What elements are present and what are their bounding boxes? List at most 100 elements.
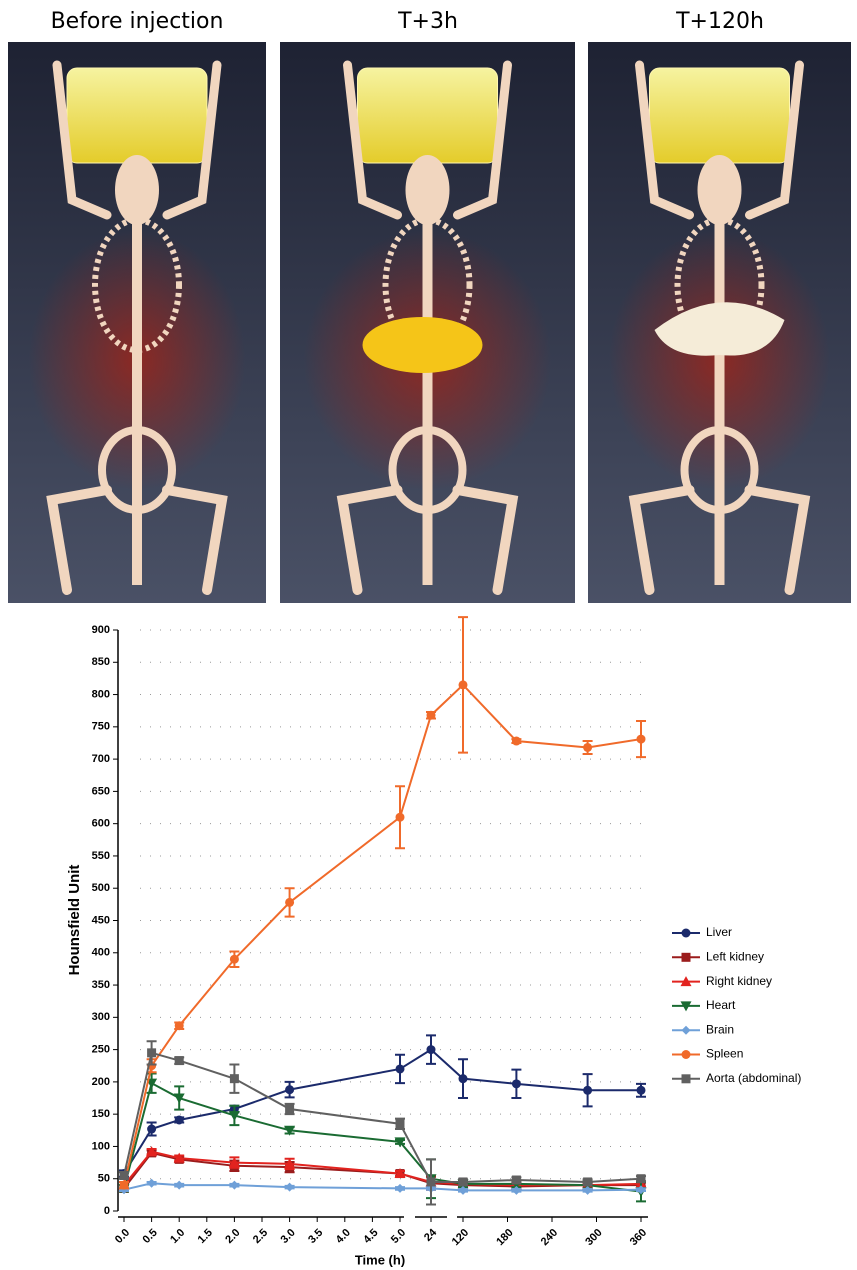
ribcage: [382, 217, 473, 353]
pelvis: [388, 426, 467, 514]
y-tick-label: 350: [92, 979, 110, 991]
marker: [229, 1180, 239, 1190]
marker: [285, 1104, 295, 1114]
y-tick-label: 750: [92, 721, 110, 733]
x-tick-label: 4.0: [334, 1227, 353, 1246]
marker: [147, 1048, 157, 1058]
chart: Hounsfield Unit Time (h) 0 50 100 150 200 250…: [66, 616, 801, 1267]
legend-label: Right kidney: [706, 974, 772, 988]
ct-image: [8, 42, 266, 603]
y-tick-label: 400: [92, 947, 110, 959]
marker: [511, 736, 521, 746]
arms: [343, 60, 512, 220]
legend-marker: [681, 952, 691, 962]
y-tick-label: 100: [92, 1140, 110, 1152]
x-tick-label: 2.0: [223, 1227, 242, 1246]
marker: [583, 1085, 593, 1095]
y-tick-label: 900: [92, 624, 110, 636]
y-tick-label: 300: [92, 1011, 110, 1023]
marker: [583, 1177, 593, 1187]
series-line: [123, 683, 642, 1186]
y-tick-label: 700: [92, 753, 110, 765]
legend-label: Brain: [706, 1022, 734, 1036]
x-tick-label: 5.0: [389, 1227, 408, 1246]
legend-label: Aorta (abdominal): [706, 1071, 801, 1085]
marker: [147, 1124, 157, 1134]
series: [119, 1034, 646, 1179]
skull: [697, 155, 742, 225]
marker: [458, 680, 468, 690]
y-tick-label: 250: [92, 1044, 110, 1056]
marker: [395, 1119, 405, 1129]
marker: [458, 1185, 468, 1195]
marker: [285, 897, 295, 907]
arms: [52, 60, 222, 220]
y-tick-label: 550: [92, 850, 110, 862]
x-tick-label: 3.0: [278, 1227, 297, 1246]
marker: [285, 1182, 295, 1192]
x-tick-label: 120: [450, 1227, 471, 1248]
x-tick-label: 24: [422, 1226, 440, 1244]
series: [119, 1148, 646, 1193]
x-tick-label: 0.5: [140, 1227, 159, 1246]
legs: [628, 485, 811, 595]
marker: [228, 1110, 240, 1121]
marker: [458, 1177, 468, 1187]
series-line: [123, 1150, 642, 1187]
marker: [284, 1158, 296, 1169]
arms: [635, 60, 804, 220]
y-tick-label: 150: [92, 1108, 110, 1120]
series-line: [123, 1081, 642, 1193]
x-tick-label: 0.0: [113, 1227, 132, 1246]
legend-marker: [681, 1025, 691, 1035]
y-tick-label: 600: [92, 818, 110, 830]
y-tick-label: 850: [92, 656, 110, 668]
y-tick-label: 200: [92, 1076, 110, 1088]
series: [119, 616, 646, 1190]
marker: [119, 1180, 129, 1190]
marker: [511, 1079, 521, 1089]
legend-label: Liver: [706, 925, 732, 939]
legs: [336, 485, 519, 595]
marker: [395, 1064, 405, 1074]
skull: [115, 155, 159, 225]
marker: [395, 1183, 405, 1193]
marker: [174, 1180, 184, 1190]
skull: [405, 155, 450, 225]
legend-marker: [680, 976, 692, 987]
y-tick-label: 450: [92, 914, 110, 926]
holder: [66, 67, 208, 164]
marker: [229, 954, 239, 964]
panel-title: T+120h: [675, 9, 764, 34]
y-tick-label: 50: [98, 1173, 110, 1185]
series: [118, 1146, 647, 1190]
y-tick-label: 0: [104, 1205, 110, 1217]
marker: [395, 812, 405, 822]
marker: [636, 1085, 646, 1095]
marker: [511, 1175, 521, 1185]
x-axis-label: Time (h): [355, 1252, 405, 1267]
marker: [511, 1185, 521, 1195]
x-tick-label: 1.0: [168, 1227, 187, 1246]
ct-image: [280, 42, 575, 603]
marker: [636, 1174, 646, 1184]
marker: [229, 1074, 239, 1084]
x-tick-label: 3.5: [306, 1227, 325, 1246]
marker: [146, 1146, 158, 1157]
marker: [174, 1115, 184, 1125]
x-tick-label: 180: [494, 1227, 515, 1248]
legend-label: Left kidney: [706, 949, 764, 963]
holder: [357, 67, 498, 164]
legend-marker: [680, 1001, 692, 1012]
legs: [46, 485, 228, 595]
legend-marker: [681, 1074, 691, 1084]
x-tick-label: 240: [539, 1227, 560, 1248]
marker: [458, 1074, 468, 1084]
marker: [174, 1056, 184, 1066]
legend-label: Spleen: [706, 1047, 743, 1061]
holder: [649, 67, 790, 164]
marker: [173, 1152, 185, 1163]
x-tick-label: 1.5: [196, 1227, 215, 1246]
marker: [173, 1093, 185, 1104]
marker: [285, 1085, 295, 1095]
